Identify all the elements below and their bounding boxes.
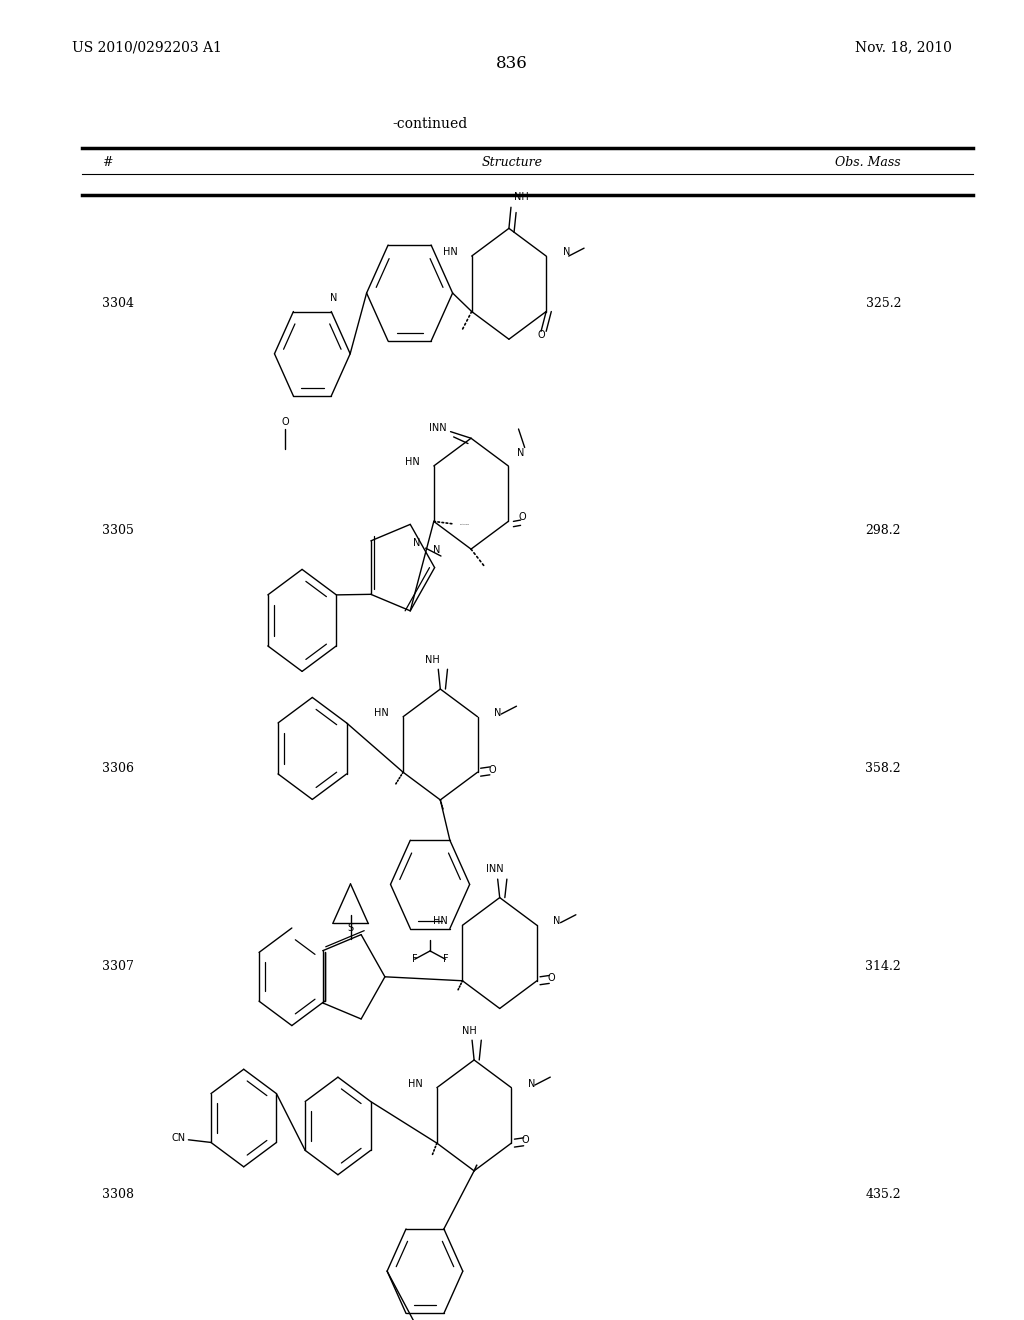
Text: NH: NH [514,191,528,202]
Text: US 2010/0292203 A1: US 2010/0292203 A1 [72,41,221,54]
Text: 836: 836 [496,55,528,71]
Text: NH: NH [462,1026,476,1036]
Text: O: O [519,512,526,523]
Text: HN: HN [374,708,389,718]
Text: HN: HN [408,1078,423,1089]
Text: N: N [330,293,337,304]
Text: O: O [548,973,555,983]
Text: INN: INN [429,422,447,433]
Text: N: N [553,916,561,927]
Text: Obs. Mass: Obs. Mass [836,156,901,169]
Text: INN: INN [485,863,504,874]
Text: HN: HN [442,247,458,257]
Text: N: N [562,247,570,257]
Text: NH: NH [425,655,439,665]
Text: N: N [494,708,502,718]
Text: N: N [413,537,420,548]
Text: 325.2: 325.2 [865,297,901,310]
Text: O: O [488,764,496,775]
Text: 3306: 3306 [102,762,134,775]
Text: 3307: 3307 [102,960,134,973]
Text: 3308: 3308 [102,1188,134,1201]
Text: 435.2: 435.2 [865,1188,901,1201]
Text: F: F [442,954,449,964]
Text: -continued: -continued [392,117,468,131]
Text: O: O [282,417,289,428]
Text: 298.2: 298.2 [865,524,901,537]
Text: HN: HN [433,916,449,927]
Text: CN: CN [171,1134,185,1143]
Text: 3305: 3305 [102,524,134,537]
Text: HN: HN [404,457,420,467]
Text: O: O [522,1135,529,1146]
Text: 3304: 3304 [102,297,134,310]
Text: Structure: Structure [481,156,543,169]
Text: S: S [347,923,353,933]
Text: F: F [412,954,418,964]
Text: O: O [538,330,545,341]
Text: N: N [517,447,524,458]
Text: 314.2: 314.2 [865,960,901,973]
Text: 358.2: 358.2 [865,762,901,775]
Text: N: N [433,545,440,556]
Text: Nov. 18, 2010: Nov. 18, 2010 [855,41,952,54]
Text: N: N [527,1078,536,1089]
Text: #: # [102,156,113,169]
